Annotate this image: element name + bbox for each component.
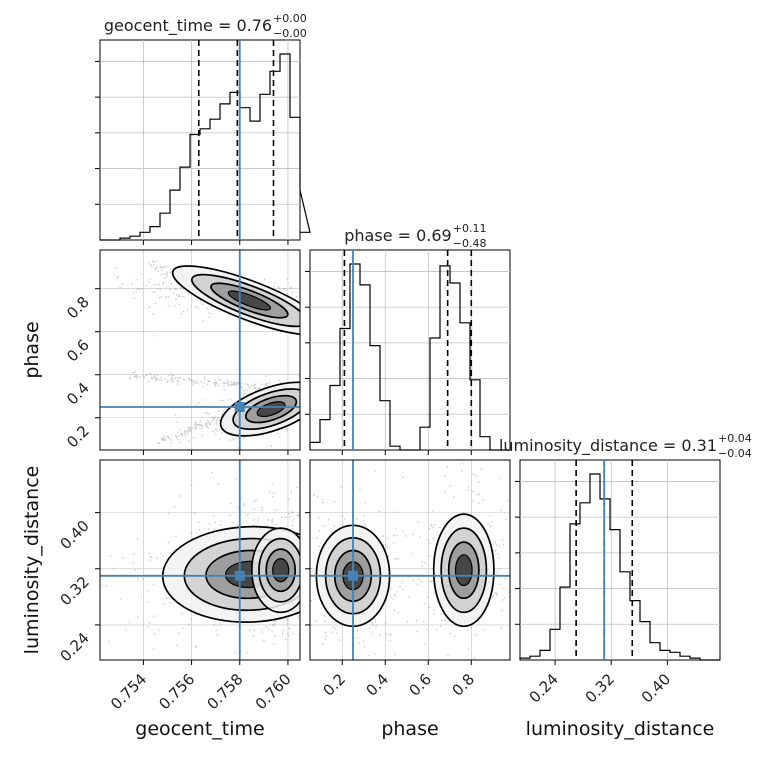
panel-frame [99, 249, 301, 451]
y-axis-label-luminosity_distance: luminosity_distance [21, 466, 43, 655]
hist-panel-luminosity_distance: luminosity_distance = 0.31 +0.04 −0.04 [499, 432, 752, 661]
hist-panel-phase: phase = 0.69 +0.11 −0.48 [305, 222, 511, 451]
x-axis-label-luminosity_distance: luminosity_distance [526, 718, 715, 740]
density-contour-1-3 [454, 554, 473, 587]
panel-frame [309, 459, 511, 661]
title-plus: +0.04 [718, 432, 752, 445]
2d-panel-geocent_time-luminosity_distance [99, 459, 301, 661]
density-contour-1-3 [256, 401, 286, 418]
hist-panel-geocent_time: geocent_time = 0.76 +0.00 −0.00 [95, 12, 311, 241]
panel-content [100, 250, 300, 450]
title-plus: +0.00 [273, 12, 307, 25]
truth-marker [348, 570, 359, 581]
title-minus: −0.04 [718, 447, 752, 460]
x-axis-label-geocent_time: geocent_time [135, 718, 264, 740]
title-minus: −0.00 [273, 27, 307, 40]
panel-frame [99, 459, 301, 661]
title-minus: −0.48 [453, 237, 487, 250]
2d-panel-geocent_time-phase [99, 249, 301, 451]
density-contour-1-3 [272, 558, 290, 583]
density-contour-0-3 [227, 290, 272, 311]
title-text: phase = 0.69 [344, 226, 451, 245]
2d-panel-phase-luminosity_distance [309, 459, 511, 661]
truth-marker [234, 401, 245, 412]
hist-frame [309, 249, 511, 451]
truth-marker [234, 570, 245, 581]
panel-title-luminosity_distance: luminosity_distance = 0.31 +0.04 −0.04 [499, 432, 752, 460]
title-text: geocent_time = 0.76 [104, 16, 272, 36]
x-axis-label-phase: phase [381, 718, 438, 740]
panel-title-phase: phase = 0.69 +0.11 −0.48 [344, 222, 486, 250]
hist-frame [99, 39, 301, 241]
hist-bars [100, 53, 311, 241]
hist-bars [519, 473, 720, 661]
panel-content [100, 460, 300, 660]
panels: geocent_time = 0.76 +0.00 −0.00 phase = 0.6… [21, 12, 752, 740]
y-axis-label-phase: phase [21, 321, 43, 378]
panel-title-geocent_time: geocent_time = 0.76 +0.00 −0.00 [104, 12, 307, 40]
title-text: luminosity_distance = 0.31 [499, 436, 717, 456]
title-plus: +0.11 [453, 222, 487, 235]
hist-bars [309, 263, 510, 451]
